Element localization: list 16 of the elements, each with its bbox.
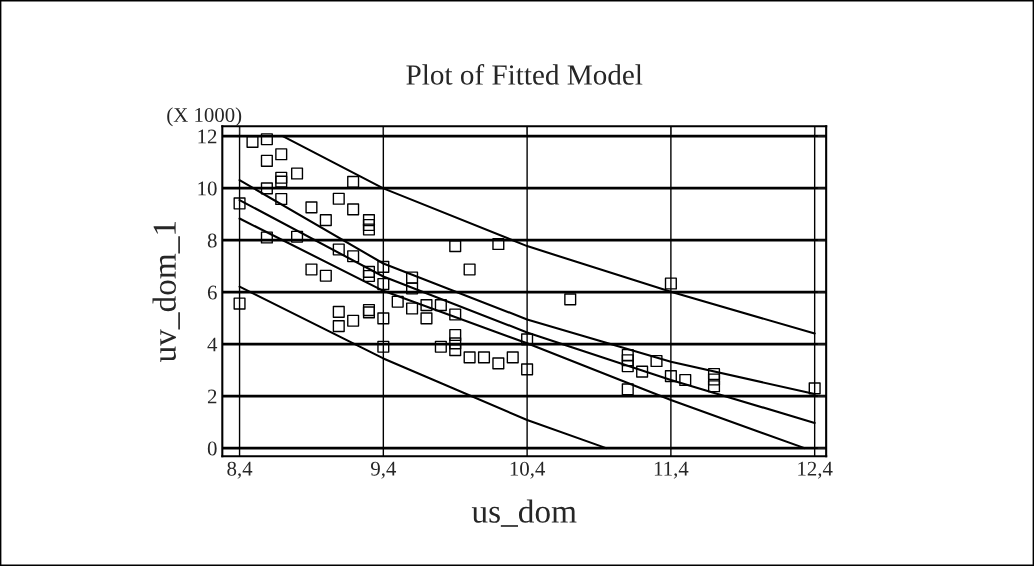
y-tick-label: 6 (207, 285, 217, 300)
y-tick-label: 8 (207, 233, 217, 248)
x-tick-label: 11,4 (654, 461, 689, 479)
x-tick-label: 8,4 (227, 461, 253, 479)
y-tick-label: 0 (207, 441, 217, 456)
x-tick-label: 10,4 (510, 461, 546, 479)
y-axis-title: uv_dom_1 (152, 221, 180, 363)
x-axis-title: us_dom (471, 499, 577, 527)
chart-title: Plot of Fitted Model (406, 64, 643, 85)
x-tick-label: 9,4 (370, 461, 397, 479)
y-tick-label: 2 (207, 389, 217, 404)
y-tick-label: 4 (207, 337, 218, 352)
x-tick-label: 12,4 (798, 461, 833, 479)
y-tick-label: 12 (198, 129, 217, 144)
y-tick-label: 10 (198, 181, 217, 196)
annotation: (X 1000) (167, 107, 242, 127)
